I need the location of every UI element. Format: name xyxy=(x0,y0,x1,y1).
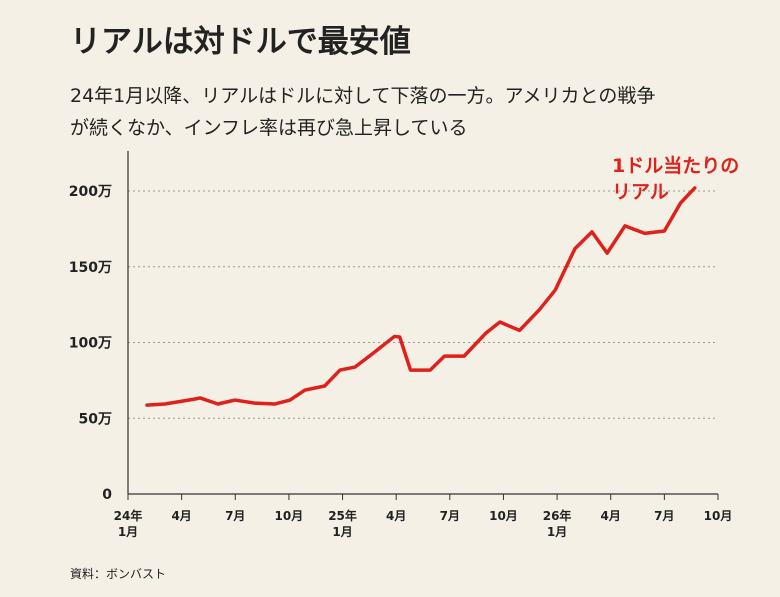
x-tick-label: 7月 xyxy=(654,509,674,523)
x-tick-label: 4月 xyxy=(601,509,621,523)
x-tick-label: 10月 xyxy=(704,509,733,523)
data-line xyxy=(145,186,697,407)
x-tick-label: 7月 xyxy=(440,509,460,523)
source: 資料：ボンバスト xyxy=(70,567,166,581)
annotation: 1ドル当たりの xyxy=(612,154,739,177)
y-tick-label: 150万 xyxy=(69,260,112,276)
y-tick-label: 100万 xyxy=(69,336,112,352)
y-tick-label: 200万 xyxy=(69,184,112,200)
subtitle: 24年1月以降、リアルはドルに対して下落の一方。アメリカとの戦争 xyxy=(70,85,655,107)
x-tick-label: 4月 xyxy=(386,509,406,523)
annotation: リアル xyxy=(612,181,669,203)
x-tick-label: 10月 xyxy=(275,509,304,523)
x-tick-label: 10月 xyxy=(489,509,518,523)
y-tick-label: 0 xyxy=(102,487,112,503)
x-tick-label: 4月 xyxy=(171,509,191,523)
subtitle: が続くなか、インフレ率は再び急上昇している xyxy=(70,117,467,139)
y-tick-label: 50万 xyxy=(79,411,112,427)
x-tick-label: 7月 xyxy=(225,509,245,523)
chart-title: リアルは対ドルで最安値 xyxy=(70,24,411,60)
x-tick-label: 26年 1月 xyxy=(543,508,572,539)
x-tick-label: 25年 1月 xyxy=(328,508,357,539)
x-tick-label: 24年 1月 xyxy=(114,508,143,539)
